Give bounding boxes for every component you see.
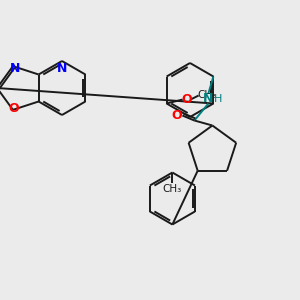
Text: O: O [181, 93, 192, 106]
Text: O: O [171, 109, 182, 122]
Text: N: N [203, 92, 214, 105]
Text: CH₃: CH₃ [197, 91, 216, 100]
Text: N: N [57, 62, 67, 75]
Text: H: H [214, 94, 223, 103]
Text: O: O [9, 102, 19, 115]
Text: N: N [10, 62, 20, 75]
Text: CH₃: CH₃ [163, 184, 182, 194]
